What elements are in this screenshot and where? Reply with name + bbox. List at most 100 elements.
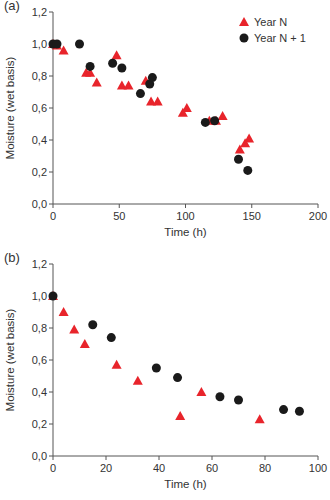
point xyxy=(136,89,145,98)
point xyxy=(279,405,288,414)
legend-label: Year N xyxy=(254,16,287,28)
point xyxy=(196,387,206,396)
point xyxy=(234,396,243,405)
point xyxy=(173,373,182,382)
x-tick-label: 0 xyxy=(50,462,56,474)
y-tick-label: 0,2 xyxy=(32,166,47,178)
x-axis xyxy=(53,456,318,457)
x-tick xyxy=(318,204,319,208)
y-tick-label: 0,6 xyxy=(32,102,47,114)
y-tick-label: 1,0 xyxy=(32,38,47,50)
series xyxy=(48,291,265,423)
x-tick-label: 40 xyxy=(153,462,165,474)
panel: (b)0,00,20,40,60,81,01,2020406080100Time… xyxy=(4,250,327,490)
legend-marker xyxy=(239,17,249,26)
y-tick xyxy=(49,424,53,425)
y-tick-label: 1,2 xyxy=(32,258,47,270)
point xyxy=(210,116,219,125)
x-axis-label: Time (h) xyxy=(164,478,207,490)
y-axis-label: Moisture (wet basis) xyxy=(4,308,16,411)
panel-label: (b) xyxy=(4,250,20,265)
point xyxy=(48,291,58,300)
x-tick-label: 150 xyxy=(243,210,261,222)
point xyxy=(234,155,243,164)
point xyxy=(295,407,304,416)
x-tick-label: 20 xyxy=(100,462,112,474)
point xyxy=(255,414,265,423)
x-tick-label: 50 xyxy=(113,210,125,222)
y-tick-label: 0,0 xyxy=(32,198,47,210)
legend-marker xyxy=(240,34,249,43)
y-tick-label: 0,2 xyxy=(32,418,47,430)
y-tick xyxy=(49,76,53,77)
x-tick xyxy=(106,456,107,460)
x-axis-label: Time (h) xyxy=(164,226,207,238)
y-tick-label: 1,0 xyxy=(32,290,47,302)
point xyxy=(92,77,102,86)
point xyxy=(112,360,122,369)
point xyxy=(86,62,95,71)
y-tick xyxy=(49,140,53,141)
point xyxy=(148,73,157,82)
y-tick-label: 1,2 xyxy=(32,6,47,18)
point xyxy=(201,118,210,127)
x-tick-label: 200 xyxy=(309,210,327,222)
y-tick xyxy=(49,12,53,13)
point xyxy=(112,50,122,59)
point xyxy=(80,339,90,348)
x-tick xyxy=(251,204,252,208)
y-tick xyxy=(49,360,53,361)
point xyxy=(182,103,192,112)
y-tick xyxy=(49,328,53,329)
panel-label: (a) xyxy=(4,0,20,13)
panel: (a) 0,0 0,2 0,4 0,6 0,8 1,0 1,2 0 50 100 150 200 Time… xyxy=(4,0,327,238)
x-tick-label: 100 xyxy=(309,462,327,474)
x-tick xyxy=(185,204,186,208)
point xyxy=(75,40,84,49)
plot-area xyxy=(48,291,304,423)
point xyxy=(88,320,97,329)
point xyxy=(152,364,161,373)
x-tick xyxy=(159,456,160,460)
y-tick xyxy=(49,172,53,173)
point xyxy=(215,392,224,401)
y-tick-label: 0,8 xyxy=(32,322,47,334)
point xyxy=(59,307,69,316)
point xyxy=(175,411,185,420)
x-tick xyxy=(212,456,213,460)
x-tick-label: 60 xyxy=(206,462,218,474)
series xyxy=(49,40,253,175)
point xyxy=(243,166,252,175)
point xyxy=(124,81,134,90)
x-tick xyxy=(265,456,266,460)
y-axis-label: Moisture (wet basis) xyxy=(4,56,16,159)
point xyxy=(52,40,61,49)
y-tick xyxy=(49,392,53,393)
x-tick xyxy=(119,204,120,208)
y-tick-label: 0,0 xyxy=(32,450,47,462)
figure: (a)0,00,20,40,60,81,01,2050100150200Time… xyxy=(0,0,330,500)
point xyxy=(108,59,117,68)
legend: Year N Year N + 1 xyxy=(239,16,306,44)
series xyxy=(48,39,254,154)
y-tick-label: 0,4 xyxy=(32,134,47,146)
point xyxy=(218,111,228,120)
y-tick-label: 0,6 xyxy=(32,354,47,366)
y-tick xyxy=(49,456,53,457)
series xyxy=(49,292,304,416)
point xyxy=(49,292,58,301)
x-tick-label: 0 xyxy=(50,210,56,222)
x-tick-label: 100 xyxy=(176,210,194,222)
legend-label: Year N + 1 xyxy=(254,32,306,44)
y-tick-label: 0,4 xyxy=(32,386,47,398)
y-tick xyxy=(49,108,53,109)
point xyxy=(117,64,126,73)
x-tick xyxy=(53,456,54,460)
point xyxy=(133,376,143,385)
y-tick xyxy=(49,204,53,205)
y-tick-label: 0,8 xyxy=(32,70,47,82)
point xyxy=(153,97,163,106)
point xyxy=(244,133,254,142)
y-tick xyxy=(49,264,53,265)
x-tick xyxy=(53,204,54,208)
